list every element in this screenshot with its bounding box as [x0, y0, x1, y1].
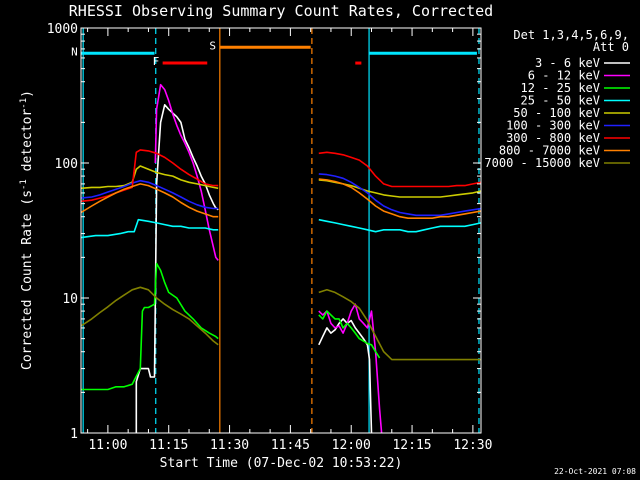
x-tick-label-6: 12:30	[453, 438, 492, 453]
series-line-8-1	[318, 288, 481, 361]
x-tick-label-5: 12:15	[392, 438, 431, 453]
y-axis-label: Corrected Count Rate (s-1 detector-1)	[19, 90, 35, 370]
legend-label-3: 25 - 50 keV	[521, 94, 600, 108]
legend-label-8: 7000 - 15000 keV	[484, 156, 600, 170]
legend-label-0: 3 - 6 keV	[535, 56, 600, 70]
flag-label-F: F	[153, 55, 160, 68]
series-line-7-0	[80, 183, 219, 218]
plot-frame	[80, 27, 482, 434]
legend-label-4: 50 - 100 keV	[513, 106, 600, 120]
legend-header-line1: Det 1,3,4,5,6,9,	[513, 28, 629, 42]
series-line-1-1	[318, 303, 383, 434]
chart-title: RHESSI Observing Summary Count Rates, Co…	[69, 2, 493, 20]
x-tick-label-1: 11:15	[149, 438, 188, 453]
series-group	[80, 83, 482, 434]
x-tick-label-2: 11:30	[210, 438, 249, 453]
series-line-2-1	[318, 310, 381, 359]
legend-header-line2: Att 0	[593, 40, 629, 54]
state-flags: N F S	[71, 39, 477, 68]
legend-label-7: 800 - 7000 keV	[499, 144, 600, 158]
series-line-0-0	[135, 104, 219, 433]
series-line-5-1	[318, 173, 482, 217]
x-tick-label-3: 11:45	[271, 438, 310, 453]
flag-label-N: N	[71, 45, 78, 58]
y-axis: 1 10 100 1000	[47, 22, 481, 442]
y-tick-label-3: 1000	[47, 22, 78, 37]
legend-label-5: 100 - 300 keV	[506, 119, 600, 133]
legend-label-6: 300 - 800 keV	[506, 131, 600, 145]
x-tick-label-0: 11:00	[88, 438, 127, 453]
x-tick-label-4: 12:00	[332, 438, 371, 453]
y-axis-label-mid: detector	[20, 109, 35, 180]
series-line-6-0	[80, 149, 219, 203]
series-line-3-0	[80, 218, 219, 239]
y-tick-label-0: 1	[70, 427, 78, 442]
series-line-1-0	[154, 83, 219, 261]
series-line-4-1	[318, 179, 482, 198]
legend-label-1: 6 - 12 keV	[528, 69, 600, 83]
series-line-4-0	[80, 165, 219, 190]
x-axis: 11:00 11:15 11:30 11:45 12:00 12:15 12:30	[87, 28, 492, 453]
series-line-5-0	[80, 179, 219, 210]
legend-label-2: 12 - 25 keV	[521, 81, 600, 95]
y-axis-label-main: Corrected Count Rate (s	[20, 190, 35, 370]
x-axis-label: Start Time (07-Dec-02 10:53:22)	[160, 456, 403, 471]
series-line-6-1	[318, 151, 482, 188]
series-line-0-1	[318, 318, 373, 434]
series-line-7-1	[318, 178, 482, 219]
timestamp-footer: 22-Oct-2021 07:08	[554, 467, 636, 476]
y-axis-label-sup1: -1	[19, 179, 29, 190]
y-tick-label-1: 10	[62, 292, 78, 307]
y-tick-label-2: 100	[55, 157, 78, 172]
y-axis-label-end: )	[20, 90, 35, 98]
series-line-2-0	[81, 262, 219, 391]
flag-label-S: S	[209, 39, 216, 52]
y-axis-label-sup2: -1	[19, 98, 29, 109]
series-line-8-0	[80, 286, 219, 346]
series-line-3-1	[318, 218, 482, 233]
